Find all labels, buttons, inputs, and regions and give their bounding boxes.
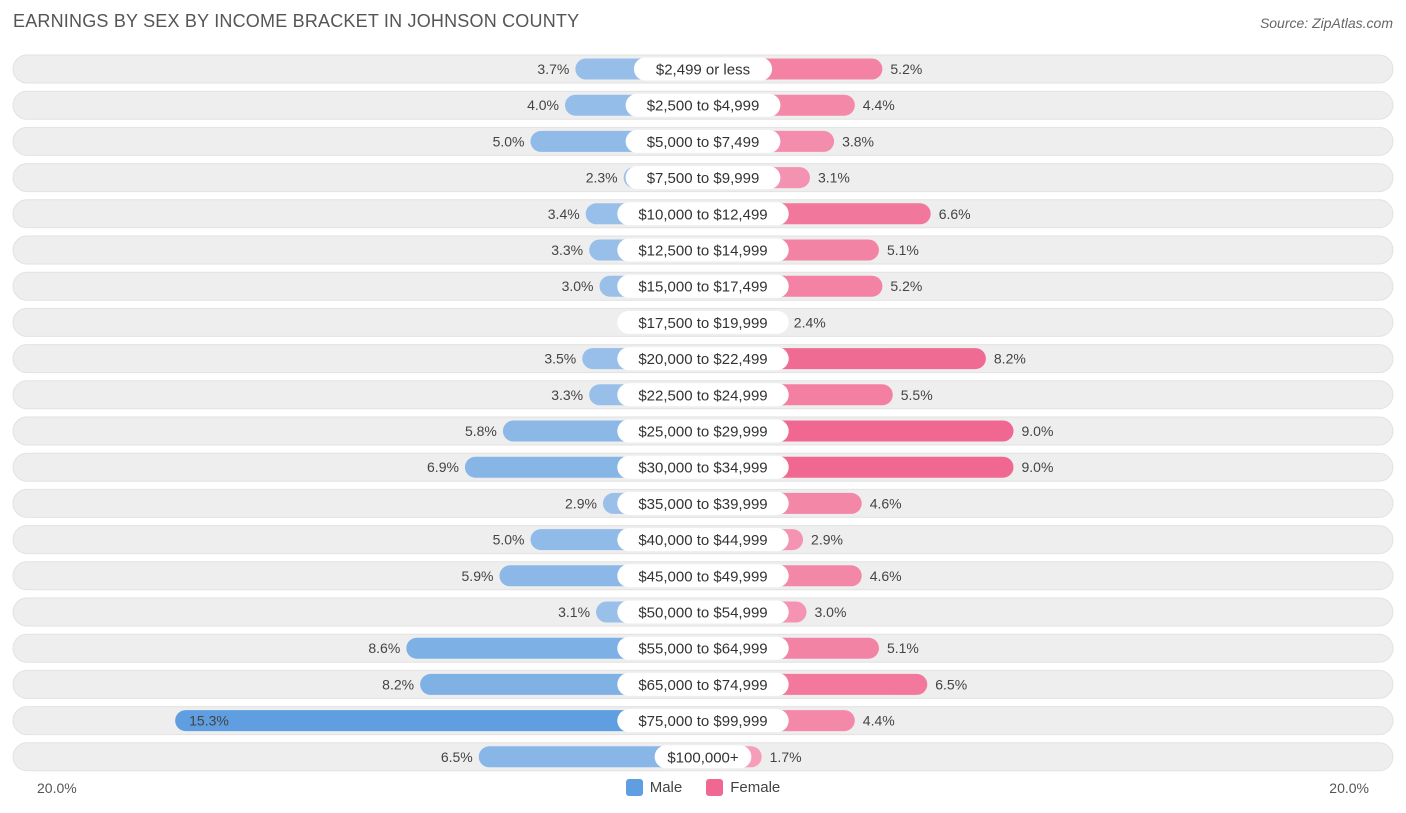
male-value-label: 3.3% [551, 242, 583, 258]
legend-male-label: Male [649, 779, 683, 796]
category-pill [617, 600, 789, 624]
female-value-label: 9.0% [1022, 423, 1054, 439]
category-label: $10,000 to $12,499 [638, 206, 767, 223]
legend-item-female: Female [706, 779, 780, 796]
category-label: $7,500 to $9,999 [647, 170, 760, 187]
male-value-label: 3.0% [562, 278, 594, 294]
category-label: $40,000 to $44,999 [638, 532, 767, 549]
female-value-label: 4.6% [870, 495, 902, 511]
category-pill [617, 202, 789, 226]
category-label: $75,000 to $99,999 [638, 713, 767, 730]
female-value-label: 8.2% [994, 351, 1026, 367]
legend: Male Female [0, 779, 1406, 796]
female-value-label: 5.5% [901, 387, 933, 403]
female-value-label: 2.9% [811, 532, 843, 548]
category-label: $20,000 to $22,499 [638, 351, 767, 368]
category-label: $55,000 to $64,999 [638, 641, 767, 658]
male-value-label: 2.9% [565, 495, 597, 511]
category-label: $22,500 to $24,999 [638, 387, 767, 404]
category-pill [654, 745, 752, 769]
axis-right-label: 20.0% [1329, 780, 1369, 796]
male-value-label: 15.3% [189, 713, 229, 729]
category-label: $100,000+ [667, 749, 739, 766]
category-pill [617, 528, 789, 552]
category-pill [617, 347, 789, 371]
legend-female-label: Female [730, 779, 781, 796]
male-value-label: 8.6% [368, 640, 400, 656]
category-label: $30,000 to $34,999 [638, 460, 767, 477]
male-bar [478, 746, 703, 768]
category-pill [617, 274, 789, 298]
source-credit: Source: ZipAtlas.com [1259, 15, 1393, 31]
female-value-label: 4.4% [863, 97, 895, 113]
male-value-label: 4.0% [527, 97, 559, 113]
female-value-label: 1.7% [770, 749, 802, 765]
male-value-label: 8.2% [382, 676, 414, 692]
category-label: $35,000 to $39,999 [638, 496, 767, 513]
legend-male-swatch [625, 779, 643, 796]
legend-item-male: Male [625, 779, 683, 796]
male-value-label: 2.3% [586, 170, 618, 186]
legend-female-swatch [706, 779, 724, 796]
male-value-label: 5.0% [493, 532, 525, 548]
category-pill [617, 672, 789, 696]
category-label: $45,000 to $49,999 [638, 568, 767, 585]
male-value-label: 3.4% [548, 206, 580, 222]
category-pill [617, 310, 789, 334]
category-label: $65,000 to $74,999 [638, 677, 767, 694]
male-value-label: 3.5% [544, 351, 576, 367]
category-pill [625, 129, 781, 153]
female-value-label: 4.4% [863, 713, 895, 729]
category-label: $15,000 to $17,499 [638, 279, 767, 296]
male-value-label: 6.9% [427, 459, 459, 475]
category-pill [617, 709, 789, 733]
female-value-label: 4.6% [870, 568, 902, 584]
female-value-label: 5.2% [890, 61, 922, 77]
female-value-label: 3.8% [842, 133, 874, 149]
male-value-label: 5.9% [462, 568, 494, 584]
female-value-label: 6.5% [935, 676, 967, 692]
female-value-label: 2.4% [794, 314, 826, 330]
category-pill [617, 564, 789, 588]
male-value-label: 3.7% [537, 61, 569, 77]
female-value-label: 9.0% [1022, 459, 1054, 475]
category-pill [617, 455, 789, 479]
category-pill [625, 166, 781, 190]
male-value-label: 6.5% [441, 749, 473, 765]
female-value-label: 3.0% [815, 604, 847, 620]
male-value-label: 3.1% [558, 604, 590, 620]
category-pill [617, 238, 789, 262]
male-bar [175, 710, 703, 732]
male-value-label: 5.0% [493, 133, 525, 149]
category-label: $17,500 to $19,999 [638, 315, 767, 332]
category-label: $2,499 or less [656, 62, 750, 79]
category-label: $5,000 to $7,499 [647, 134, 760, 151]
category-pill [617, 491, 789, 515]
axis-left-label: 20.0% [37, 780, 77, 796]
category-label: $25,000 to $29,999 [638, 424, 767, 441]
category-label: $2,500 to $4,999 [647, 98, 760, 115]
female-value-label: 6.6% [939, 206, 971, 222]
category-pill [617, 419, 789, 443]
category-pill [617, 383, 789, 407]
category-label: $12,500 to $14,999 [638, 243, 767, 260]
category-label: $50,000 to $54,999 [638, 605, 767, 622]
female-value-label: 5.1% [887, 640, 919, 656]
female-value-label: 5.1% [887, 242, 919, 258]
category-pill [633, 57, 773, 81]
category-pill [617, 636, 789, 660]
chart-title: EARNINGS BY SEX BY INCOME BRACKET IN JOH… [13, 11, 580, 31]
female-value-label: 3.1% [818, 170, 850, 186]
male-value-label: 5.8% [465, 423, 497, 439]
male-value-label: 3.3% [551, 387, 583, 403]
category-pill [625, 93, 781, 117]
female-value-label: 5.2% [890, 278, 922, 294]
